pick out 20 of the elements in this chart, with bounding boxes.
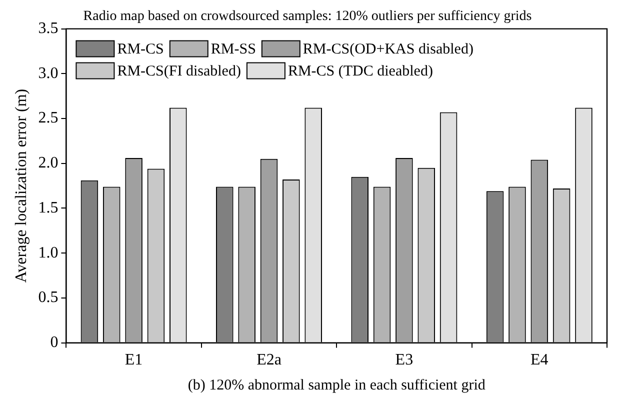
y-tick-label: 0 — [50, 334, 58, 352]
x-tick-label: E2a — [256, 352, 282, 369]
x-tick-label: E4 — [530, 352, 548, 369]
y-tick-label: 3.0 — [38, 64, 58, 82]
y-tick-label: 2.5 — [38, 110, 58, 127]
y-tick-label: 0.5 — [38, 289, 58, 306]
legend-label: RM-CS (TDC dieabled) — [288, 64, 433, 80]
text: (b) 120% abnormal sample in each sufficient grid — [188, 377, 486, 394]
y-tick-label: 2.0 — [38, 154, 58, 172]
y-tick-label: 3.5 — [38, 20, 58, 38]
y-tick-label: 1.5 — [38, 199, 58, 216]
x-tick-label: E3 — [395, 352, 414, 369]
chart-title: Radio map based on crowdsourced samples: 120% outliers per sufficiency grids — [83, 9, 532, 24]
legend-label: RM-CS(OD+KAS disabled) — [302, 42, 474, 58]
legend-label: RM-CS(FI disabled) — [117, 64, 241, 80]
y-axis-title: Average localization error (m) — [12, 88, 30, 283]
y-tick-label: 1.0 — [38, 244, 58, 262]
legend-label: RM-SS — [210, 42, 256, 58]
x-tick-label: E1 — [124, 352, 143, 369]
legend-label: RM-CS — [117, 42, 164, 58]
